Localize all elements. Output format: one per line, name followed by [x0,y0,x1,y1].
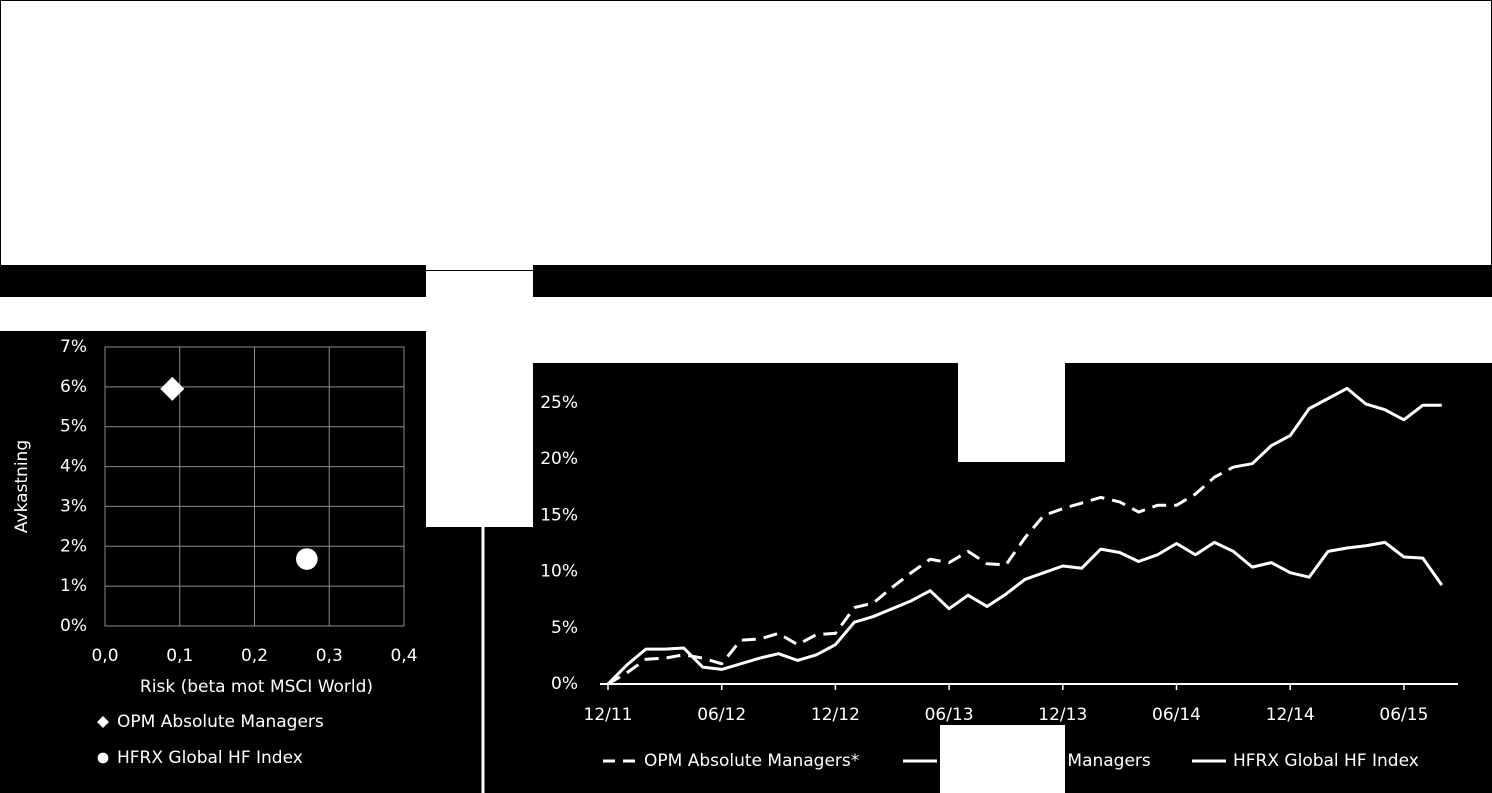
x-tick-label: 06/13 [925,705,974,725]
y-axis-title: Avkastning [12,440,32,533]
y-tick-label: 10% [540,562,578,582]
y-tick-label: 25% [540,393,578,413]
gap-background [426,527,533,793]
line [1233,386,1442,469]
y-tick-label: 3% [60,496,87,516]
point [160,376,185,401]
x-tick-label: 0,2 [241,646,268,666]
x-axis-title: Risk (beta mot MSCI World) [140,677,373,697]
legend-label: OPM Absolute Managers* [644,751,859,771]
occluder [940,725,1065,793]
x-tick-label: 0,4 [390,646,417,666]
x-tick-label: 12/12 [811,705,860,725]
scatter-chart: 0,0 0,1 0,2 0,3 0,4 0% 1% 2% 3% 4% 5% 6% 7% Avkastnin… [12,337,418,768]
x-tick-label: 0,1 [166,646,193,666]
y-tick-label: 15% [540,505,578,525]
occluder [958,363,1065,462]
y-tick-label: 2% [60,536,87,556]
legend-label: HFRX Global HF Index [117,748,303,768]
band [533,265,1492,297]
x-tick-label: 06/15 [1379,705,1428,725]
line [606,540,1444,686]
x-tick-label: 12/13 [1038,705,1087,725]
top-panel [0,0,1492,271]
line [607,465,1235,686]
plot-border [104,346,405,627]
y-tick-label: 20% [540,449,578,469]
legend-marker [97,716,109,728]
x-tick-label: 06/12 [697,705,746,725]
x-tick-label: 12/14 [1266,705,1315,725]
y-tick-label: 7% [60,337,87,357]
x-tick-label: 12/11 [584,705,633,725]
point [296,548,318,570]
y-tick-label: 5% [551,618,578,638]
x-tick-label: 0,3 [316,646,343,666]
y-tick-label: 4% [60,457,87,477]
band [0,265,426,297]
x-tick-label: 06/14 [1152,705,1201,725]
y-tick-label: 0% [551,674,578,694]
scatter-background [0,331,426,793]
y-tick-label: 6% [60,377,87,397]
y-tick-label: 0% [60,616,87,636]
legend-label: OPM Absolute Managers [117,712,324,732]
legend-label: HFRX Global HF Index [1233,751,1419,771]
x-tick-label: 0,0 [91,646,118,666]
y-tick-label: 5% [60,417,87,437]
y-tick-label: 1% [60,576,87,596]
legend-marker [97,752,109,764]
